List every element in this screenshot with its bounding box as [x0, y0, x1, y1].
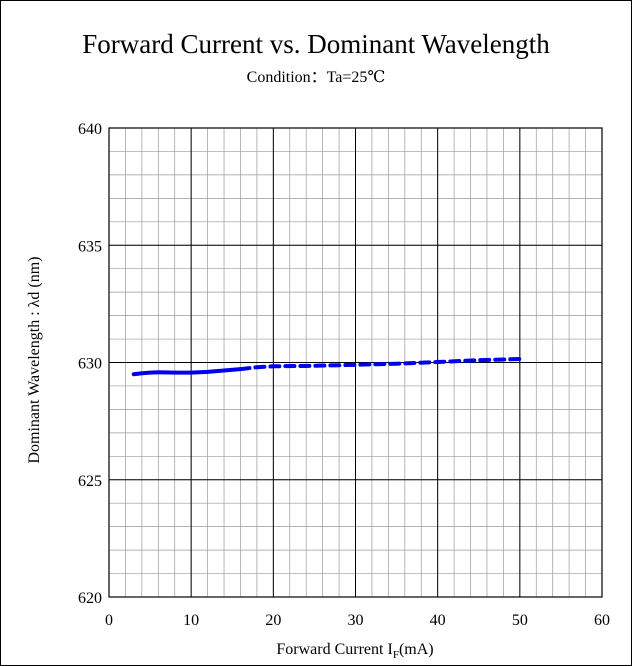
x-tick-label: 30: [348, 612, 364, 629]
x-tick-label: 20: [265, 612, 281, 629]
series-line-dashed: [241, 359, 520, 369]
y-tick-label: 620: [78, 590, 102, 607]
y-tick-label: 625: [78, 473, 102, 490]
y-tick-label: 640: [78, 121, 102, 138]
chart-subtitle: Condition：Ta=25℃: [247, 69, 386, 86]
chart-title: Forward Current vs. Dominant Wavelength: [82, 29, 550, 59]
y-axis-label: Dominant Wavelength : λd (nm): [26, 256, 43, 463]
x-axis-label: Forward Current IF(mA): [276, 641, 433, 661]
y-tick-label: 630: [78, 356, 102, 373]
x-axis-label-main: Forward Current I: [276, 641, 392, 658]
tick-labels: 0 10 20 30 40 50 60 620 625 630 635 640: [78, 121, 610, 629]
x-tick-label: 40: [430, 612, 446, 629]
x-tick-label: 60: [594, 612, 610, 629]
x-tick-label: 0: [105, 612, 113, 629]
x-tick-label: 10: [183, 612, 199, 629]
y-tick-label: 635: [78, 238, 102, 255]
x-axis-label-unit: (mA): [399, 641, 434, 658]
series-line-solid: [134, 369, 241, 374]
x-tick-label: 50: [512, 612, 528, 629]
